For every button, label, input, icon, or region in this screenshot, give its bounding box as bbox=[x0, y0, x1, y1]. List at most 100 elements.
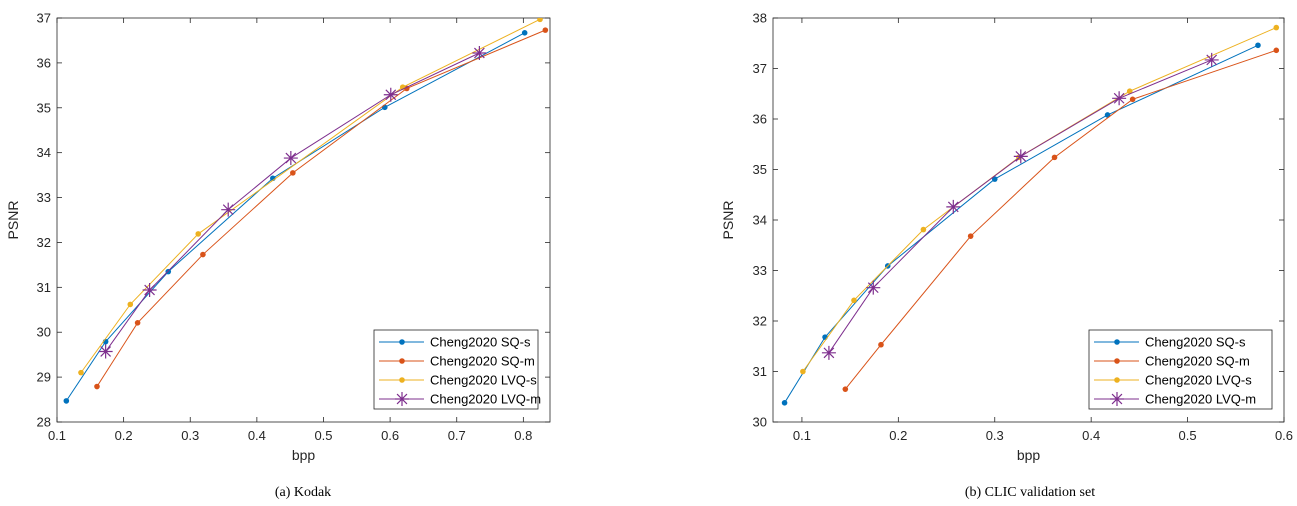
legend-marker bbox=[1114, 339, 1120, 345]
data-point-star bbox=[1112, 91, 1127, 106]
series-line bbox=[105, 52, 480, 352]
x-axis-label: bpp bbox=[1017, 447, 1041, 463]
legend-label: Cheng2020 SQ-s bbox=[430, 335, 531, 350]
data-point bbox=[1273, 47, 1280, 54]
y-tick-label: 34 bbox=[753, 213, 767, 228]
data-point bbox=[842, 386, 849, 392]
data-point-star bbox=[1204, 52, 1219, 67]
y-tick-label: 38 bbox=[753, 11, 767, 26]
y-axis-label: PSNR bbox=[720, 201, 736, 240]
legend-marker bbox=[399, 358, 405, 364]
series-line bbox=[844, 49, 1277, 390]
series-SQ-m bbox=[842, 47, 1280, 392]
data-point bbox=[878, 341, 884, 348]
data-point bbox=[78, 369, 84, 376]
data-point bbox=[521, 30, 528, 36]
legend-marker-star bbox=[395, 392, 409, 406]
x-tick-label: 0.5 bbox=[314, 428, 332, 443]
x-tick-label: 0.1 bbox=[793, 428, 811, 443]
x-tick-label: 0.6 bbox=[381, 428, 399, 443]
legend-label: Cheng2020 SQ-m bbox=[430, 354, 535, 369]
data-point-star bbox=[383, 87, 398, 102]
x-axis-label: bpp bbox=[292, 447, 316, 463]
data-point bbox=[781, 400, 788, 406]
y-tick-label: 33 bbox=[37, 190, 51, 205]
data-point bbox=[1129, 96, 1136, 103]
data-point bbox=[1273, 24, 1280, 31]
x-tick-label: 0.5 bbox=[1179, 428, 1197, 443]
data-point bbox=[542, 27, 549, 33]
data-point bbox=[800, 368, 806, 375]
y-tick-label: 32 bbox=[37, 235, 51, 250]
data-point bbox=[134, 319, 141, 326]
x-tick-label: 0.4 bbox=[1082, 428, 1100, 443]
data-point bbox=[1255, 42, 1261, 49]
data-point bbox=[290, 170, 296, 176]
legend-marker bbox=[1114, 358, 1120, 364]
y-tick-label: 33 bbox=[753, 263, 767, 278]
series-line bbox=[784, 44, 1259, 404]
x-tick-label: 0.2 bbox=[889, 428, 907, 443]
legend-label: Cheng2020 SQ-m bbox=[1145, 354, 1250, 369]
y-tick-label: 34 bbox=[37, 145, 51, 160]
data-point-star bbox=[221, 202, 236, 217]
chart-2: 0.1 0.2 0.3 0.4 0.5 0.6 30 31 32 33 34 35 36 37 38 bpp P… bbox=[720, 11, 1293, 501]
data-point bbox=[537, 18, 543, 23]
legend: Cheng2020 SQ-s Cheng2020 SQ-m Cheng2020 LV… bbox=[1088, 329, 1273, 410]
data-point-star bbox=[98, 344, 113, 359]
data-point bbox=[127, 301, 134, 308]
data-point bbox=[195, 231, 202, 237]
y-tick-label: 37 bbox=[753, 61, 767, 76]
data-point-star bbox=[821, 345, 836, 360]
legend-marker bbox=[1114, 377, 1120, 383]
y-tick-label: 35 bbox=[753, 162, 767, 177]
legend-marker bbox=[399, 377, 405, 383]
data-point-star bbox=[1013, 149, 1028, 164]
data-point bbox=[1126, 88, 1133, 95]
x-tick-label: 0.2 bbox=[115, 428, 133, 443]
y-tick-label: 32 bbox=[753, 314, 767, 329]
x-tick-label: 0.7 bbox=[448, 428, 466, 443]
y-tick-label: 29 bbox=[37, 370, 51, 385]
series-line bbox=[96, 29, 546, 387]
y-tick-label: 37 bbox=[37, 11, 51, 26]
legend-label: Cheng2020 LVQ-m bbox=[430, 392, 541, 407]
x-tick-label: 0.8 bbox=[514, 428, 532, 443]
legend-label: Cheng2020 LVQ-s bbox=[430, 373, 537, 388]
data-point bbox=[967, 233, 974, 239]
series-LVQ-m bbox=[821, 52, 1219, 360]
data-point bbox=[920, 226, 927, 233]
y-tick-label: 30 bbox=[753, 415, 767, 430]
y-tick-label: 35 bbox=[37, 100, 51, 115]
x-tick-label: 0.4 bbox=[248, 428, 266, 443]
data-point-star bbox=[946, 199, 961, 214]
x-tick-label: 0.3 bbox=[986, 428, 1004, 443]
series-LVQ-s bbox=[78, 18, 543, 376]
y-tick-label: 36 bbox=[37, 55, 51, 70]
y-tick-label: 36 bbox=[753, 112, 767, 127]
y-axis-label: PSNR bbox=[5, 201, 21, 240]
data-point bbox=[94, 383, 100, 390]
legend: Cheng2020 SQ-s Cheng2020 SQ-m Cheng2020 LV… bbox=[373, 329, 541, 410]
chart-1: 0.1 0.2 0.3 0.4 0.5 0.6 0.7 0.8 28 29 30 31 32 33 34 35… bbox=[5, 11, 551, 500]
data-point bbox=[851, 297, 857, 304]
legend-label: Cheng2020 LVQ-s bbox=[1145, 373, 1252, 388]
legend-label: Cheng2020 LVQ-m bbox=[1145, 392, 1256, 407]
data-point bbox=[63, 398, 70, 404]
legend-marker bbox=[399, 339, 405, 345]
chart-caption: (a) Kodak bbox=[275, 485, 331, 500]
data-point bbox=[1051, 154, 1058, 161]
y-tick-label: 28 bbox=[37, 415, 51, 430]
data-point-star bbox=[472, 46, 487, 61]
y-tick-label: 30 bbox=[37, 325, 51, 340]
series-line bbox=[828, 59, 1212, 354]
data-point bbox=[991, 176, 998, 182]
x-tick-label: 0.6 bbox=[1275, 428, 1293, 443]
legend-label: Cheng2020 SQ-s bbox=[1145, 335, 1246, 350]
legend-marker-star bbox=[1110, 392, 1124, 406]
y-tick-label: 31 bbox=[753, 364, 767, 379]
chart-caption: (b) CLIC validation set bbox=[965, 485, 1095, 500]
data-point-star bbox=[283, 151, 298, 166]
data-point-star bbox=[142, 283, 157, 298]
x-tick-label: 0.1 bbox=[48, 428, 66, 443]
